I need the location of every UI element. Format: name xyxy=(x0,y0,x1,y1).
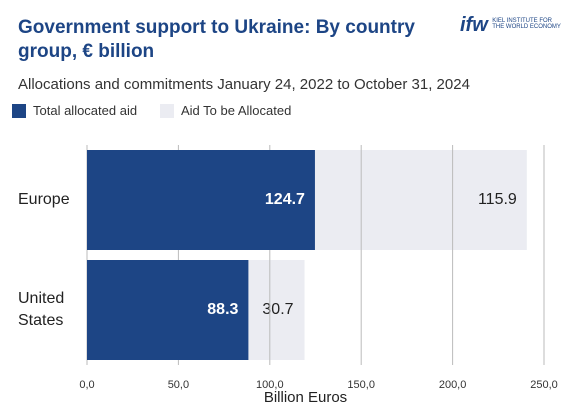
x-tick-label: 50,0 xyxy=(168,379,189,391)
bar-segment xyxy=(87,150,315,250)
x-tick-label: 100,0 xyxy=(256,379,284,391)
x-axis-title: Billion Euros xyxy=(264,389,347,406)
chart-subtitle: Allocations and commitments January 24, … xyxy=(18,76,470,93)
legend-swatch xyxy=(12,103,26,118)
bar-segment xyxy=(87,260,249,360)
x-tick-label: 150,0 xyxy=(347,379,375,391)
legend-label: Aid To be Allocated xyxy=(181,103,292,118)
legend-item: Aid To be Allocated xyxy=(160,103,291,118)
x-tick-label: 0,0 xyxy=(79,379,94,391)
legend-swatch xyxy=(160,103,174,118)
chart-title: Government support to Ukraine: By countr… xyxy=(18,17,415,62)
data-label: 124.7 xyxy=(265,191,305,208)
logo-name: KIEL INSTITUTE FOR THE WORLD ECONOMY xyxy=(492,18,561,30)
x-tick-label: 200,0 xyxy=(439,379,467,391)
data-label: 30.7 xyxy=(262,301,293,318)
bar-segment xyxy=(314,150,527,250)
data-label: 115.9 xyxy=(478,191,517,208)
logo-mark: ifw xyxy=(460,14,488,36)
data-label: 88.3 xyxy=(207,301,238,318)
x-tick-label: 250,0 xyxy=(530,379,558,391)
bar-segment xyxy=(248,260,305,360)
legend-label: Total allocated aid xyxy=(33,103,138,118)
legend-item: Total allocated aid xyxy=(12,103,137,118)
y-tick-label: United States xyxy=(18,290,65,329)
y-tick-label: Europe xyxy=(18,191,70,208)
logo: ifw KIEL INSTITUTE FOR THE WORLD ECONOMY xyxy=(460,14,562,37)
